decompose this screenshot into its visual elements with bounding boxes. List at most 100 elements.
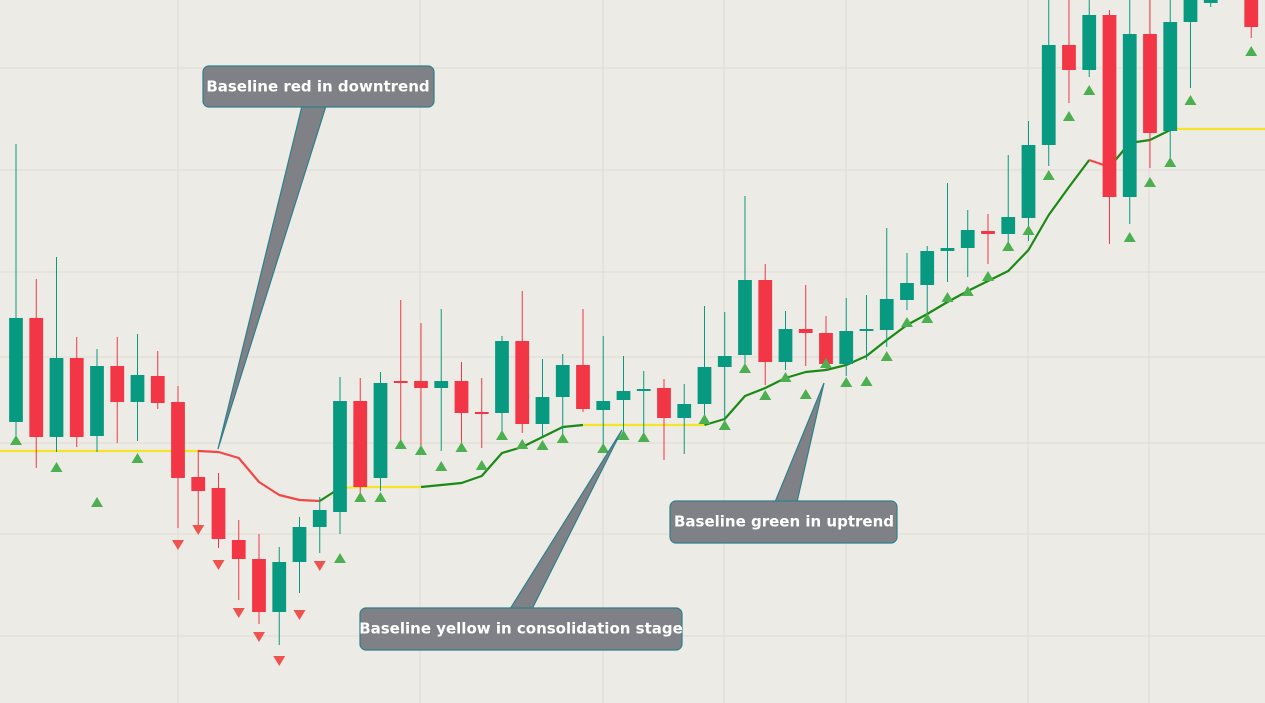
annotation: Baseline red in downtrend [202, 65, 435, 450]
buy-signal [738, 363, 751, 373]
candle-body [657, 388, 671, 418]
buy-signal [819, 358, 832, 368]
annotation-pointer [217, 105, 327, 450]
buy-signal [921, 313, 934, 323]
buy-signal [90, 497, 103, 507]
candle-body [515, 341, 530, 424]
buy-signal [1062, 111, 1075, 121]
buy-signal [354, 492, 367, 502]
candle-body [819, 333, 833, 364]
annotation-box [669, 500, 898, 544]
candle-body [252, 559, 266, 612]
plot-area [0, 0, 1265, 666]
candle-body [839, 331, 854, 364]
buy-signal [1002, 241, 1015, 251]
candle-body [373, 383, 388, 478]
sell-signal [232, 608, 245, 618]
annotation-text: Baseline green in uptrend [674, 513, 894, 531]
buy-signal [333, 553, 346, 563]
candle-body [1183, 0, 1198, 22]
candle-body [495, 341, 509, 413]
annotation: Baseline green in uptrend [669, 382, 898, 544]
candle-body [69, 358, 84, 437]
buy-signal [961, 286, 974, 296]
candle-body [434, 381, 449, 388]
buy-signal [414, 445, 427, 455]
candle-body [454, 381, 469, 413]
buy-signal [374, 492, 387, 502]
candle-body [677, 404, 692, 418]
buy-signal [435, 461, 448, 471]
buy-signal [981, 271, 994, 281]
candle-body [1244, 0, 1259, 27]
candle-body [940, 248, 955, 251]
candle-body [1041, 45, 1056, 145]
buy-signal [556, 433, 569, 443]
candle-body [90, 366, 104, 436]
buy-signal [9, 435, 22, 445]
buy-signal [495, 430, 508, 440]
candle-body [900, 283, 914, 300]
candle-body [535, 397, 550, 424]
candle-body [859, 329, 874, 331]
candle-body [920, 251, 935, 285]
buy-signal [880, 351, 893, 361]
buy-signal [1083, 85, 1096, 95]
buy-signal [1042, 170, 1055, 180]
candle-body [960, 230, 975, 248]
candle-body [474, 412, 489, 414]
sell-signal [252, 632, 265, 642]
candle-body [778, 329, 793, 362]
buy-signal [394, 439, 407, 449]
candle-body [211, 488, 226, 539]
candle-body [1122, 34, 1137, 197]
candle-body [798, 329, 813, 333]
buy-signal [1022, 225, 1035, 235]
candle-body [150, 376, 165, 403]
candle-body [353, 401, 368, 487]
candle-body [738, 280, 752, 355]
candle-body [130, 375, 145, 402]
sell-signal [212, 560, 225, 570]
buy-signal [759, 390, 772, 400]
buy-signal [1184, 95, 1197, 105]
buy-signal [799, 389, 812, 399]
candle-body [171, 402, 185, 478]
candle-body [981, 231, 995, 234]
buy-signal [698, 414, 711, 424]
buy-signal [1164, 157, 1177, 167]
candle-body [29, 318, 44, 437]
candle-body [596, 401, 611, 410]
baseline-line [420, 423, 584, 489]
annotation: Baseline yellow in consolidation stage [359, 429, 683, 651]
candle-body [1062, 45, 1076, 70]
candle-body [312, 510, 327, 527]
candle-body [1203, 0, 1218, 3]
buy-signal [779, 372, 792, 382]
candle-body [272, 562, 287, 612]
candle-body [393, 381, 408, 383]
buy-signal [516, 439, 529, 449]
buy-signal [1123, 232, 1136, 242]
buy-signal [1143, 177, 1156, 187]
buy-signal [536, 440, 549, 450]
sell-signal [273, 656, 286, 666]
annotation-pointer [508, 429, 623, 610]
baseline-line [704, 159, 1091, 427]
buy-signal [475, 460, 488, 470]
candle-body [616, 391, 631, 400]
candle-body [414, 381, 428, 388]
annotation-box [359, 607, 683, 651]
candle-body [879, 299, 894, 330]
sell-signal [171, 540, 184, 550]
candle-body [555, 365, 570, 397]
candle-body [333, 401, 347, 512]
buy-signal [50, 462, 63, 472]
candle-body [697, 367, 712, 404]
annotation-box [202, 65, 435, 108]
candle-body [9, 318, 23, 422]
candle-body [1163, 22, 1178, 131]
